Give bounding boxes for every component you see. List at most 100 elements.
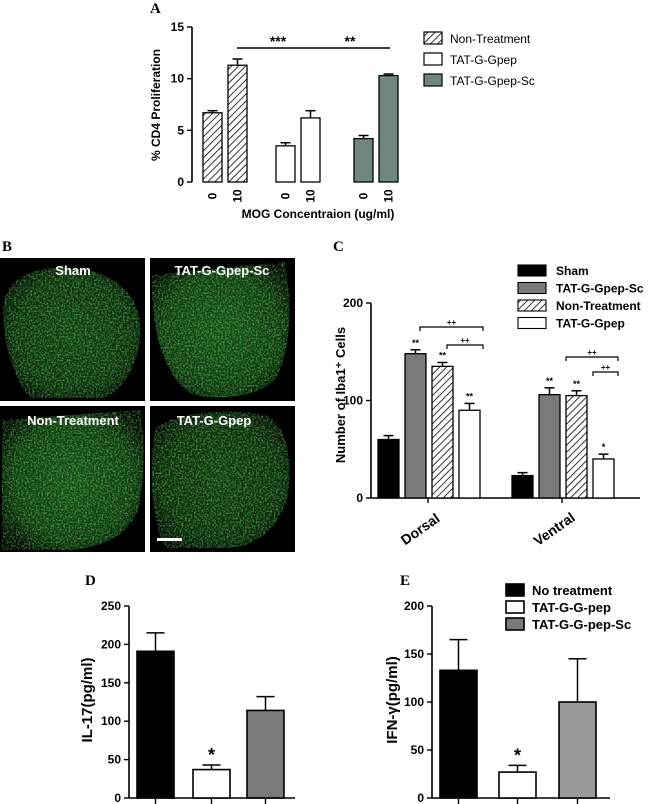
chart-a: 0 5 10 15 % CD4 Proliferation 0 10 0 10 0 10 MOG Co… [149, 20, 535, 221]
significance-label: *** [270, 33, 287, 49]
micrograph-panel: Sham TAT-G-Gpep-Sc Non-Treatment TAT-G-G… [0, 258, 295, 552]
micrograph-sham: Sham [0, 258, 145, 401]
significance-star: ** [573, 379, 581, 389]
x-tick-label: Ventral [530, 509, 577, 549]
legend-label: TAT-G-G-pep-Sc [532, 617, 631, 632]
significance-label: ++ [447, 318, 457, 327]
bar [353, 137, 374, 183]
y-tick-label: 5 [177, 123, 184, 137]
bar [458, 409, 481, 499]
y-tick-label: 15 [171, 20, 185, 34]
bar [136, 650, 175, 799]
legend-label: TAT-G-Gpep-Sc [450, 74, 535, 88]
significance-star: ** [466, 391, 474, 401]
bar [227, 64, 248, 183]
x-tick-label: 10 [231, 189, 245, 203]
bar [377, 438, 400, 499]
y-axis-title: Number of Iba1⁺ Cells [333, 327, 348, 463]
legend-label: TAT-G-G-pep [532, 600, 611, 615]
bar [511, 474, 534, 499]
legend-swatch [517, 316, 547, 330]
bar [300, 117, 321, 183]
micrograph-non-treatment: Non-Treatment [0, 406, 145, 552]
y-tick-label: 200 [343, 296, 363, 310]
significance-bracket [419, 326, 484, 331]
bar [275, 145, 296, 183]
bar [246, 709, 285, 799]
legend-swatch [517, 299, 547, 312]
x-tick-label: 10 [382, 189, 396, 203]
y-tick-label: 100 [404, 695, 424, 709]
y-tick-label: 50 [108, 753, 122, 767]
y-tick-label: 150 [101, 676, 121, 690]
x-tick-label: 0 [357, 192, 371, 199]
bar [378, 74, 399, 183]
significance-label: ++ [601, 363, 611, 372]
panel-letter-d: D [85, 573, 96, 589]
chart-c: 0 100 200 Number of Iba1⁺ Cells ** ** ** Dorsal… [333, 264, 644, 549]
significance-label: ++ [460, 336, 470, 345]
legend-swatch [517, 264, 547, 277]
y-tick-label: 100 [343, 394, 363, 408]
x-tick-label: 0 [279, 192, 293, 199]
y-tick-label: 0 [417, 791, 424, 804]
panel-letter-c: C [333, 239, 344, 255]
panel-letter-a: A [150, 1, 161, 17]
panel-letter-b: B [2, 239, 12, 255]
legend-swatch [505, 617, 525, 631]
bar [439, 669, 478, 799]
x-tick-label: 0 [206, 192, 220, 199]
legend-label: TAT-G-Gpep [556, 317, 625, 331]
y-tick-label: 50 [411, 743, 425, 757]
legend-label: No treatment [532, 583, 613, 598]
significance-star: * [514, 745, 521, 765]
bar [565, 394, 588, 499]
panel-letter-e: E [400, 573, 410, 589]
significance-bracket [592, 371, 619, 376]
y-tick-label: 0 [356, 491, 363, 505]
scale-bar [157, 538, 182, 541]
micrograph-tat-g-gpep-sc: TAT-G-Gpep-Sc [150, 258, 295, 401]
bar [498, 771, 537, 799]
significance-bracket [565, 356, 619, 361]
bar [202, 112, 223, 183]
bar [431, 365, 454, 499]
y-tick-label: 250 [101, 599, 121, 613]
significance-bracket [446, 344, 484, 349]
chart-e: 0 50 100 150 200 IFN-γ(pg/ml) * No treatment TAT… [384, 583, 631, 804]
y-tick-label: 100 [101, 714, 121, 728]
legend-label: Non-Treatment [450, 32, 531, 46]
chart-d: 0 50 100 150 200 250 IL-17(pg/ml) * [79, 599, 295, 804]
significance-star: ** [439, 350, 447, 360]
y-tick-label: 0 [177, 175, 184, 189]
legend-swatch [505, 583, 525, 597]
legend-swatch [505, 600, 525, 614]
y-tick-label: 10 [171, 72, 185, 86]
legend-label: Sham [556, 264, 589, 278]
legend-label: Non-Treatment [556, 299, 641, 313]
legend-label: TAT-G-Gpep-Sc [556, 282, 644, 296]
x-tick-label: 10 [304, 189, 318, 203]
bar [592, 458, 615, 499]
significance-star: * [602, 442, 606, 452]
significance-label: ** [345, 33, 356, 49]
y-tick-label: 200 [101, 637, 121, 651]
micrograph-label: Non-Treatment [27, 413, 119, 428]
bar [558, 701, 597, 799]
legend-swatch [423, 73, 443, 87]
micrograph-label: Sham [55, 263, 90, 278]
significance-star: * [208, 745, 215, 765]
y-axis-title: % CD4 Proliferation [149, 49, 163, 161]
bar [192, 768, 231, 799]
y-tick-label: 0 [114, 791, 121, 804]
x-axis-title: MOG Concentraion (ug/ml) [242, 207, 395, 221]
legend-label: TAT-G-Gpep [450, 53, 517, 67]
x-tick-label: Dorsal [398, 510, 443, 548]
y-tick-label: 150 [404, 647, 424, 661]
significance-star: ** [412, 338, 420, 348]
y-axis-title: IL-17(pg/ml) [79, 657, 96, 742]
legend-swatch [423, 31, 443, 45]
significance-star: ** [546, 376, 554, 386]
bar [404, 353, 427, 499]
